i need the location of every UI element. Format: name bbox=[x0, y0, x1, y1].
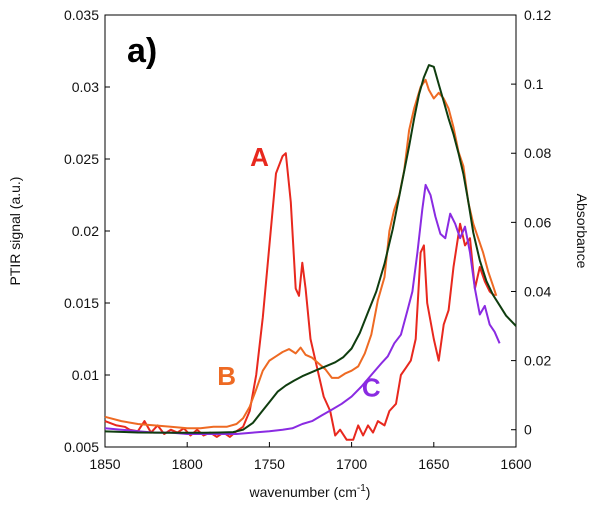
left-y-tick-label: 0.01 bbox=[72, 367, 99, 383]
series-lines bbox=[104, 64, 517, 441]
left-y-tick-label: 0.015 bbox=[64, 295, 99, 311]
x-tick-label: 1850 bbox=[89, 456, 120, 472]
x-tick-label: 1700 bbox=[336, 456, 367, 472]
right-y-tick-label: 0.06 bbox=[524, 214, 551, 230]
absorbance-line bbox=[104, 64, 517, 434]
plot-frame bbox=[104, 14, 517, 448]
series-labels: A B C bbox=[217, 142, 381, 402]
x-tick-label: 1600 bbox=[500, 456, 531, 472]
left-y-axis-ticks: 0.005 0.01 0.015 0.02 0.025 0.03 0.035 bbox=[64, 7, 110, 455]
left-y-axis-title: PTIR signal (a.u.) bbox=[7, 177, 23, 286]
x-axis-ticks: 1850 1800 1750 1700 1650 1600 bbox=[89, 442, 532, 472]
x-tick-label: 1800 bbox=[172, 456, 203, 472]
left-y-tick-label: 0.005 bbox=[64, 439, 99, 455]
x-axis-title: wavenumber (cm-1) bbox=[249, 483, 371, 500]
left-y-tick-label: 0.035 bbox=[64, 7, 99, 23]
right-y-axis-title: Absorbance bbox=[574, 194, 590, 269]
right-y-tick-label: 0 bbox=[524, 422, 532, 438]
right-y-tick-label: 0.1 bbox=[524, 76, 544, 92]
x-axis-title-suffix: ) bbox=[366, 484, 371, 500]
series-c-label: C bbox=[362, 373, 381, 403]
left-y-tick-label: 0.02 bbox=[72, 223, 99, 239]
x-tick-label: 1750 bbox=[254, 456, 285, 472]
right-y-tick-label: 0.02 bbox=[524, 353, 551, 369]
series-b-line bbox=[104, 78, 498, 430]
right-y-tick-label: 0.12 bbox=[524, 7, 551, 23]
x-axis-title-superscript: -1 bbox=[357, 483, 366, 494]
x-axis-title-main: wavenumber (cm bbox=[249, 484, 357, 500]
panel-label: a) bbox=[127, 32, 157, 70]
right-y-axis-ticks: 0 0.02 0.04 0.06 0.08 0.1 0.12 bbox=[511, 7, 551, 438]
series-b-label: B bbox=[217, 361, 236, 391]
series-a-label: A bbox=[250, 142, 269, 172]
x-tick-label: 1650 bbox=[418, 456, 449, 472]
left-y-tick-label: 0.025 bbox=[64, 151, 99, 167]
right-y-tick-label: 0.04 bbox=[524, 283, 551, 299]
left-y-tick-label: 0.03 bbox=[72, 79, 99, 95]
series-c-line bbox=[104, 183, 501, 435]
right-y-tick-label: 0.08 bbox=[524, 145, 551, 161]
series-a-line bbox=[104, 152, 496, 441]
